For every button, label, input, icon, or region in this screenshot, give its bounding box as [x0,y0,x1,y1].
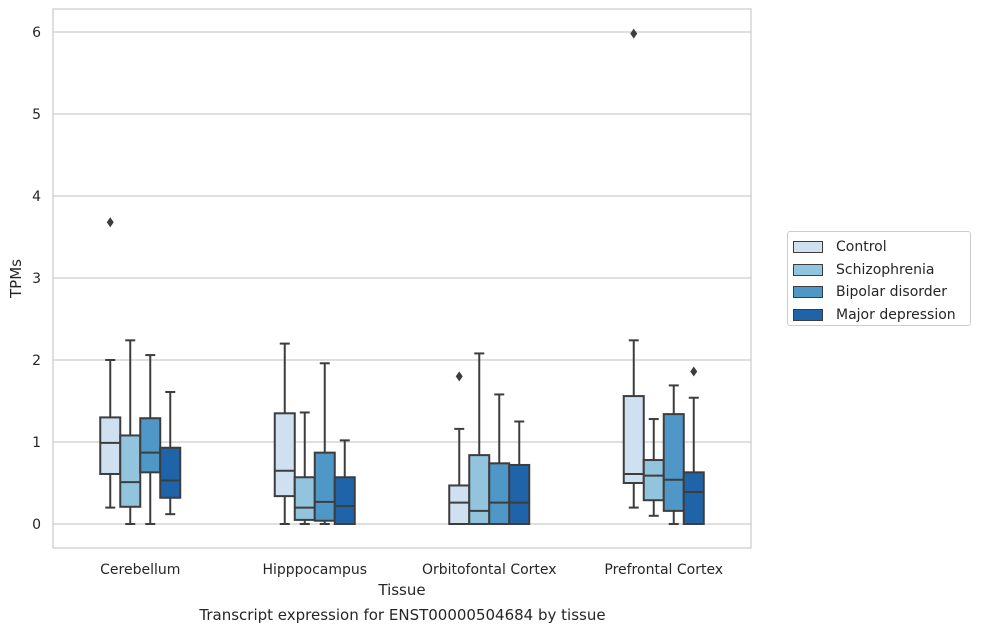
box-layer [99,28,705,526]
box-1-2 [468,352,491,525]
x-tick-label: Orbitofontal Cortex [422,562,557,578]
legend-swatch-bipolar-disorder [793,286,823,299]
box-body [448,484,471,525]
box-2-0 [139,354,162,525]
legend-swatch-control [793,241,823,254]
y-axis-label: TPMs [7,259,25,299]
x-tick-label: Cerebellum [100,562,180,578]
legend-item-major-depression: Major depression [793,304,970,327]
box-1-1 [293,411,316,525]
legend-label-major-depression: Major depression [836,306,956,323]
figure-caption: Transcript expression for ENST0000050468… [199,606,606,624]
box-body [662,413,685,512]
box-body [139,417,162,474]
y-tick-label: 3 [32,271,41,287]
box-body [682,471,705,525]
x-tick-labels: Cerebellum Hipppocampus Orbitofontal Corte… [100,562,723,578]
box-0-3 [622,28,645,509]
box-0-0 [99,217,122,509]
box-1-0 [119,339,142,525]
legend-swatch-major-depression [793,308,823,321]
x-tick-label: Hipppocampus [262,562,367,578]
outlier-point [455,371,463,382]
y-tick-label: 2 [32,353,41,369]
y-tick-label: 4 [32,189,41,205]
box-body [293,476,316,521]
x-axis-label: Tissue [377,581,425,599]
outlier-point [106,217,114,228]
outlier-point [690,366,698,377]
plot-frame [52,8,752,549]
box-0-2 [448,371,471,525]
box-2-1 [313,362,336,525]
box-body [99,416,122,475]
y-tick-label: 0 [32,517,41,533]
box-body [622,395,645,484]
box-body [119,434,142,508]
legend-label-control: Control [836,239,887,256]
box-0-1 [273,342,296,525]
box-3-0 [159,390,182,516]
y-tick-labels: 0 1 2 3 4 5 6 [32,25,41,533]
box-3-2 [508,420,531,525]
box-body [159,446,182,499]
box-1-3 [642,418,665,517]
box-body [508,463,531,525]
box-body [488,462,511,526]
y-tick-label: 5 [32,107,41,123]
legend-swatch-schizophrenia [793,263,823,276]
box-body [313,451,336,522]
box-2-3 [662,384,685,525]
legend-item-bipolar-disorder: Bipolar disorder [793,281,970,304]
box-body [273,412,296,498]
box-body [468,454,491,525]
y-tick-label: 6 [32,25,41,41]
y-tick-label: 1 [32,435,41,451]
legend: Control Schizophrenia Bipolar disorder M… [787,231,971,326]
legend-label-bipolar-disorder: Bipolar disorder [836,284,948,301]
box-3-3 [682,366,705,525]
box-body [333,476,356,526]
box-2-2 [488,393,511,526]
legend-item-control: Control [793,236,970,259]
legend-label-schizophrenia: Schizophrenia [836,261,935,278]
box-body [642,459,665,502]
x-tick-label: Prefrontal Cortex [604,562,723,578]
box-3-1 [333,439,356,526]
outlier-point [630,28,638,39]
legend-item-schizophrenia: Schizophrenia [793,259,970,282]
